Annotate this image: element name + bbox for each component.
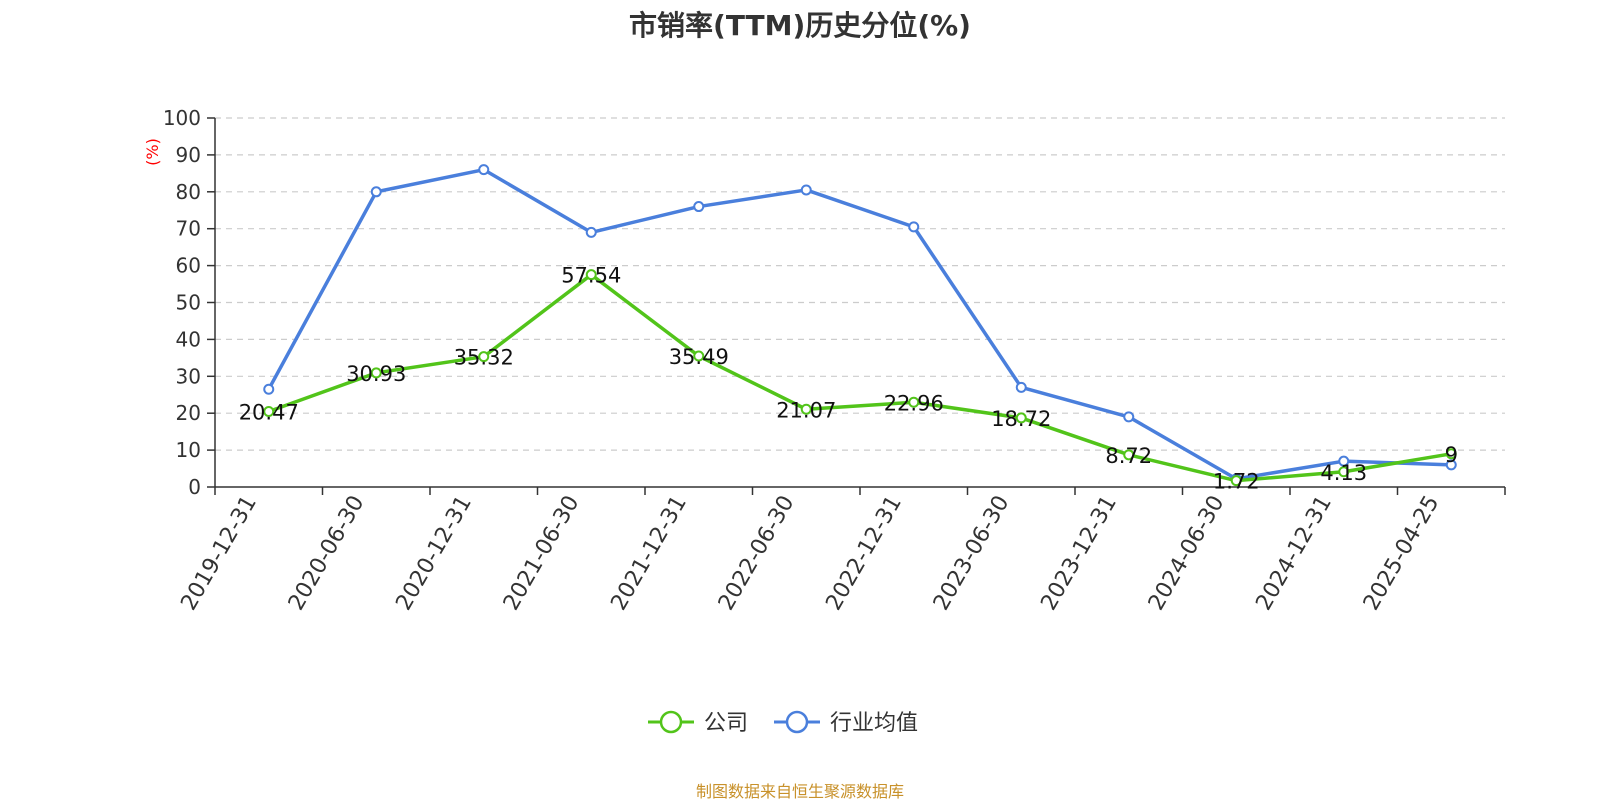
data-point-1 <box>1123 411 1135 423</box>
data-label: 1.72 <box>1213 470 1260 494</box>
data-point-0 <box>370 367 382 379</box>
data-point-0 <box>693 350 705 362</box>
data-label: 20.47 <box>239 400 299 424</box>
y-tick-label: 90 <box>176 143 201 167</box>
data-point-1 <box>1338 455 1350 467</box>
data-point-0 <box>800 403 812 415</box>
legend-marker <box>659 710 683 734</box>
data-point-1 <box>585 226 597 238</box>
data-point-0 <box>1338 466 1350 478</box>
x-tick-label: 2021-12-31 <box>606 492 692 615</box>
data-label: 9 <box>1445 443 1458 467</box>
x-tick-label: 2020-06-30 <box>284 492 370 615</box>
y-tick-label: 50 <box>176 291 201 315</box>
y-tick-label: 60 <box>176 254 201 278</box>
data-point-1 <box>693 201 705 213</box>
data-point-1 <box>1445 459 1457 471</box>
data-label: 35.32 <box>454 346 514 370</box>
legend-marker <box>785 710 809 734</box>
y-tick-label: 20 <box>176 401 201 425</box>
data-label: 22.96 <box>884 391 944 415</box>
legend-label: 公司 <box>704 711 748 736</box>
data-label: 8.72 <box>1105 444 1152 468</box>
data-label: 57.54 <box>561 264 621 288</box>
data-point-0 <box>1123 449 1135 461</box>
data-point-0 <box>908 396 920 408</box>
data-label: 4.13 <box>1320 461 1367 485</box>
data-point-1 <box>370 186 382 198</box>
y-tick-label: 100 <box>163 106 201 130</box>
data-point-1 <box>1015 381 1027 393</box>
x-tick-label: 2024-06-30 <box>1144 492 1230 615</box>
data-point-0 <box>585 269 597 281</box>
series-line-1 <box>267 167 1452 481</box>
data-point-0 <box>1445 448 1457 460</box>
data-label: 30.93 <box>346 362 406 386</box>
data-point-0 <box>478 351 490 363</box>
x-tick-label: 2023-12-31 <box>1036 492 1122 615</box>
data-label: 18.72 <box>991 407 1051 431</box>
series-line-0 <box>268 272 1452 483</box>
source-note: 制图数据来自恒生聚源数据库 <box>695 782 904 800</box>
x-tick-label: 2022-12-31 <box>821 492 907 615</box>
x-tick-label: 2023-06-30 <box>929 492 1015 615</box>
x-tick-label: 2024-12-31 <box>1251 492 1337 615</box>
y-tick-label: 70 <box>176 217 201 241</box>
y-axis-unit-label: (%) <box>143 138 162 166</box>
y-tick-label: 10 <box>176 438 201 462</box>
y-tick-label: 30 <box>176 364 201 388</box>
data-point-1 <box>908 221 920 233</box>
legend-label: 行业均值 <box>830 711 918 736</box>
data-point-0 <box>1230 475 1242 487</box>
data-point-0 <box>1015 412 1027 424</box>
y-tick-label: 0 <box>188 475 201 499</box>
data-point-1 <box>800 184 812 196</box>
chart-title: 市销率(TTM)历史分位(%) <box>629 9 971 42</box>
data-label: 35.49 <box>669 345 729 369</box>
data-point-1 <box>478 164 490 176</box>
x-tick-label: 2019-12-31 <box>176 492 262 615</box>
x-tick-label: 2025-04-25 <box>1359 492 1445 615</box>
data-point-0 <box>263 405 275 417</box>
x-tick-label: 2022-06-30 <box>714 492 800 615</box>
x-tick-label: 2020-12-31 <box>391 492 477 615</box>
x-tick-label: 2021-06-30 <box>499 492 585 615</box>
y-tick-label: 80 <box>176 180 201 204</box>
data-point-1 <box>263 383 275 395</box>
data-label: 21.07 <box>776 398 836 422</box>
y-tick-label: 40 <box>176 327 201 351</box>
